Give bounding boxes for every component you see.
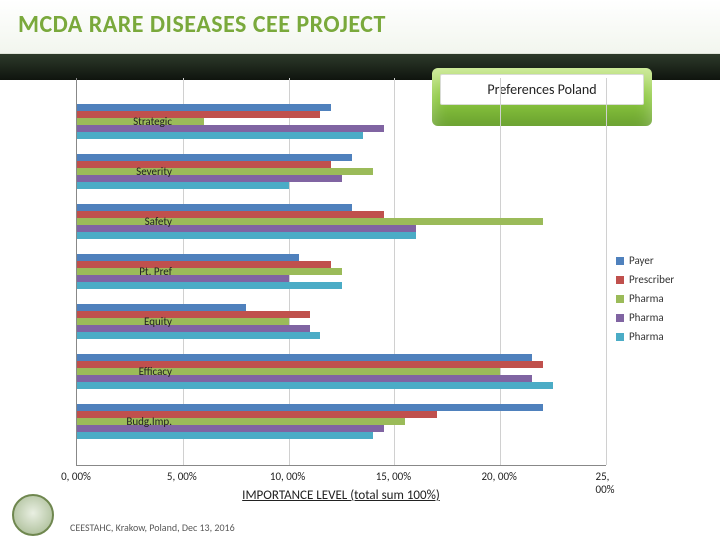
category-label: Budg.Imp. (116, 415, 172, 428)
bar (77, 404, 543, 411)
bar (77, 382, 553, 389)
bar (77, 232, 416, 239)
x-tick-label: 15, 00% (376, 470, 411, 483)
bar (77, 282, 342, 289)
footer-text: CEESTAHC, Krakow, Poland, Dec 13, 2016 (70, 521, 235, 534)
legend-label: Pharma (629, 330, 664, 343)
x-tick-label: 5, 00% (167, 470, 197, 483)
category-label: Safety (116, 215, 172, 228)
bar (77, 275, 289, 282)
gridline (606, 78, 607, 465)
bar (77, 311, 310, 318)
legend-label: Pharma (629, 292, 664, 305)
category-label: Pt. Pref (116, 265, 172, 278)
bar (77, 304, 246, 311)
legend-swatch-icon (616, 276, 624, 284)
bar (77, 332, 320, 339)
category-label: Equity (116, 315, 172, 328)
legend-swatch-icon (616, 295, 624, 303)
category-label: Efficacy (116, 365, 172, 378)
bar (77, 432, 373, 439)
bar (77, 104, 331, 111)
category-label: Strategic (116, 115, 172, 128)
preferences-chart: 0, 00%5, 00%10, 00%15, 00%20, 00%25, 00%… (16, 78, 706, 504)
bar (77, 254, 299, 261)
legend-label: Pharma (629, 311, 664, 324)
bar (77, 182, 289, 189)
bar (77, 318, 289, 325)
bar (77, 354, 532, 361)
bar (77, 204, 352, 211)
legend-label: Prescriber (629, 273, 674, 286)
legend-item: Prescriber (616, 273, 716, 286)
legend-swatch-icon (616, 333, 624, 341)
legend-label: Payer (629, 254, 654, 267)
category-label: Severity (116, 165, 172, 178)
x-axis-title: IMPORTANCE LEVEL (total sum 100%) (76, 488, 606, 503)
x-tick-label: 0, 00% (61, 470, 91, 483)
page-title: MCDA RARE DISEASES CEE PROJECT (18, 10, 386, 39)
bar (77, 154, 352, 161)
bar (77, 325, 310, 332)
legend-item: Pharma (616, 311, 716, 324)
ispor-logo-icon (12, 494, 54, 536)
legend-swatch-icon (616, 314, 624, 322)
bar (77, 132, 363, 139)
x-tick-label: 10, 00% (270, 470, 305, 483)
legend-item: Payer (616, 254, 716, 267)
legend-swatch-icon (616, 257, 624, 265)
x-tick-label: 20, 00% (481, 470, 516, 483)
x-axis-labels: 0, 00%5, 00%10, 00%15, 00%20, 00%25, 00% (76, 470, 606, 484)
legend: Payer Prescriber Pharma Pharma Pharma (616, 254, 716, 349)
slide: MCDA RARE DISEASES CEE PROJECT Preferenc… (0, 0, 720, 540)
bar (77, 111, 320, 118)
legend-item: Pharma (616, 330, 716, 343)
legend-item: Pharma (616, 292, 716, 305)
